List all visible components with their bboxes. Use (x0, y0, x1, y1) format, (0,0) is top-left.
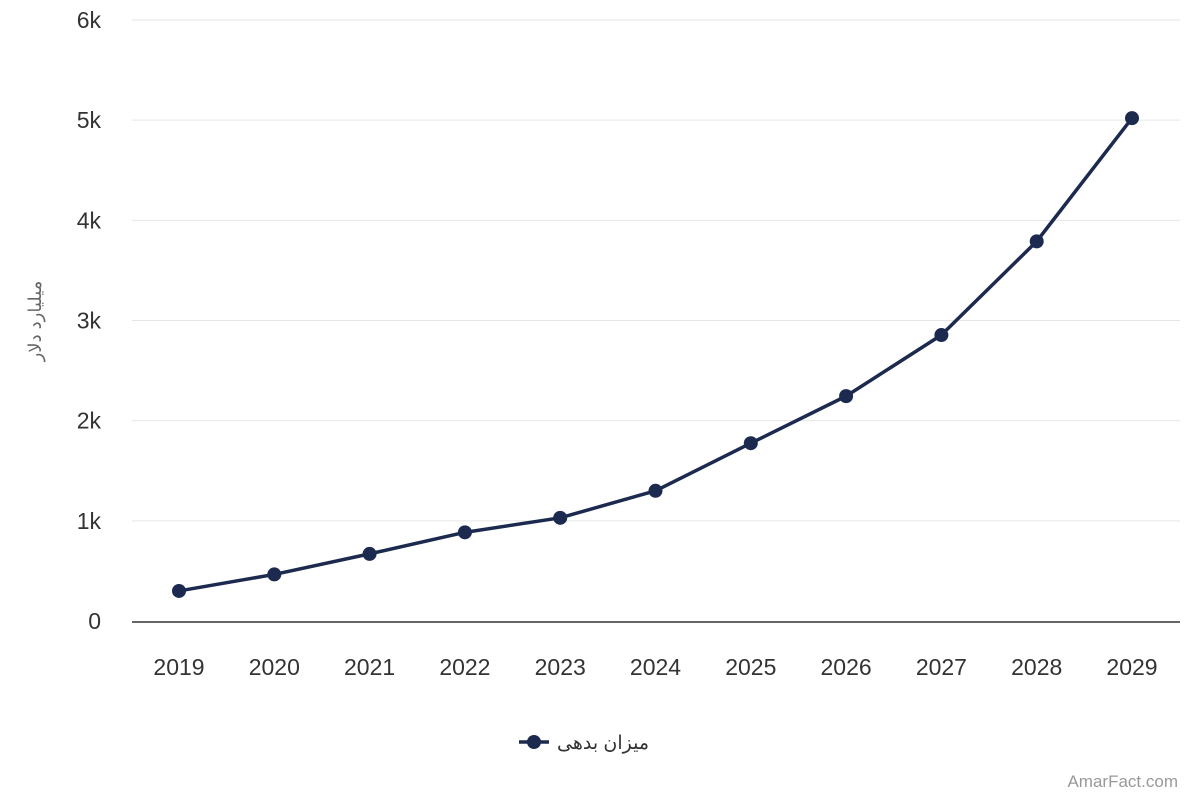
gridlines (132, 19, 1180, 522)
y-tick-label: 1k (77, 508, 102, 534)
y-axis-title: میلیارد دلار (25, 281, 45, 363)
x-tick-label: 2028 (1011, 654, 1062, 680)
x-tick-label: 2025 (725, 654, 776, 680)
x-tick-label: 2023 (535, 654, 586, 680)
legend-label: میزان بدهی (557, 733, 649, 754)
x-tick-label: 2019 (153, 654, 204, 680)
data-point[interactable] (743, 436, 758, 451)
x-tick-label: 2020 (249, 654, 300, 680)
credit-text[interactable]: AmarFact.com (1067, 772, 1178, 791)
x-axis-ticks: 2019 2020 2021 2022 2023 2024 2025 2026 2027 2028… (153, 654, 1157, 680)
y-tick-label: 5k (77, 107, 102, 133)
legend[interactable]: میزان بدهی (519, 733, 649, 754)
x-tick-label: 2024 (630, 654, 681, 680)
y-axis-ticks: 0 1k 2k 3k 4k 5k 6k (77, 7, 102, 634)
y-tick-label: 4k (77, 207, 102, 233)
data-point[interactable] (839, 389, 854, 404)
series-line (177, 116, 1134, 593)
y-tick-label: 2k (77, 408, 102, 434)
series-layer (172, 111, 1139, 598)
x-tick-label: 2027 (916, 654, 967, 680)
data-point[interactable] (934, 328, 949, 343)
data-point[interactable] (172, 583, 186, 598)
x-tick-label: 2021 (344, 654, 395, 680)
x-tick-label: 2022 (439, 654, 490, 680)
x-tick-label: 2026 (821, 654, 872, 680)
y-tick-label: 6k (77, 7, 102, 33)
y-tick-label: 3k (77, 308, 102, 334)
data-point[interactable] (362, 546, 377, 561)
data-point[interactable] (1029, 234, 1044, 249)
data-point[interactable] (267, 567, 282, 582)
data-point[interactable] (648, 483, 663, 498)
legend-swatch-marker (527, 735, 541, 749)
data-point[interactable] (457, 525, 472, 540)
data-point[interactable] (553, 510, 568, 525)
x-tick-label: 2029 (1106, 654, 1157, 680)
data-point[interactable] (1125, 111, 1139, 126)
y-tick-label: 0 (88, 608, 101, 634)
